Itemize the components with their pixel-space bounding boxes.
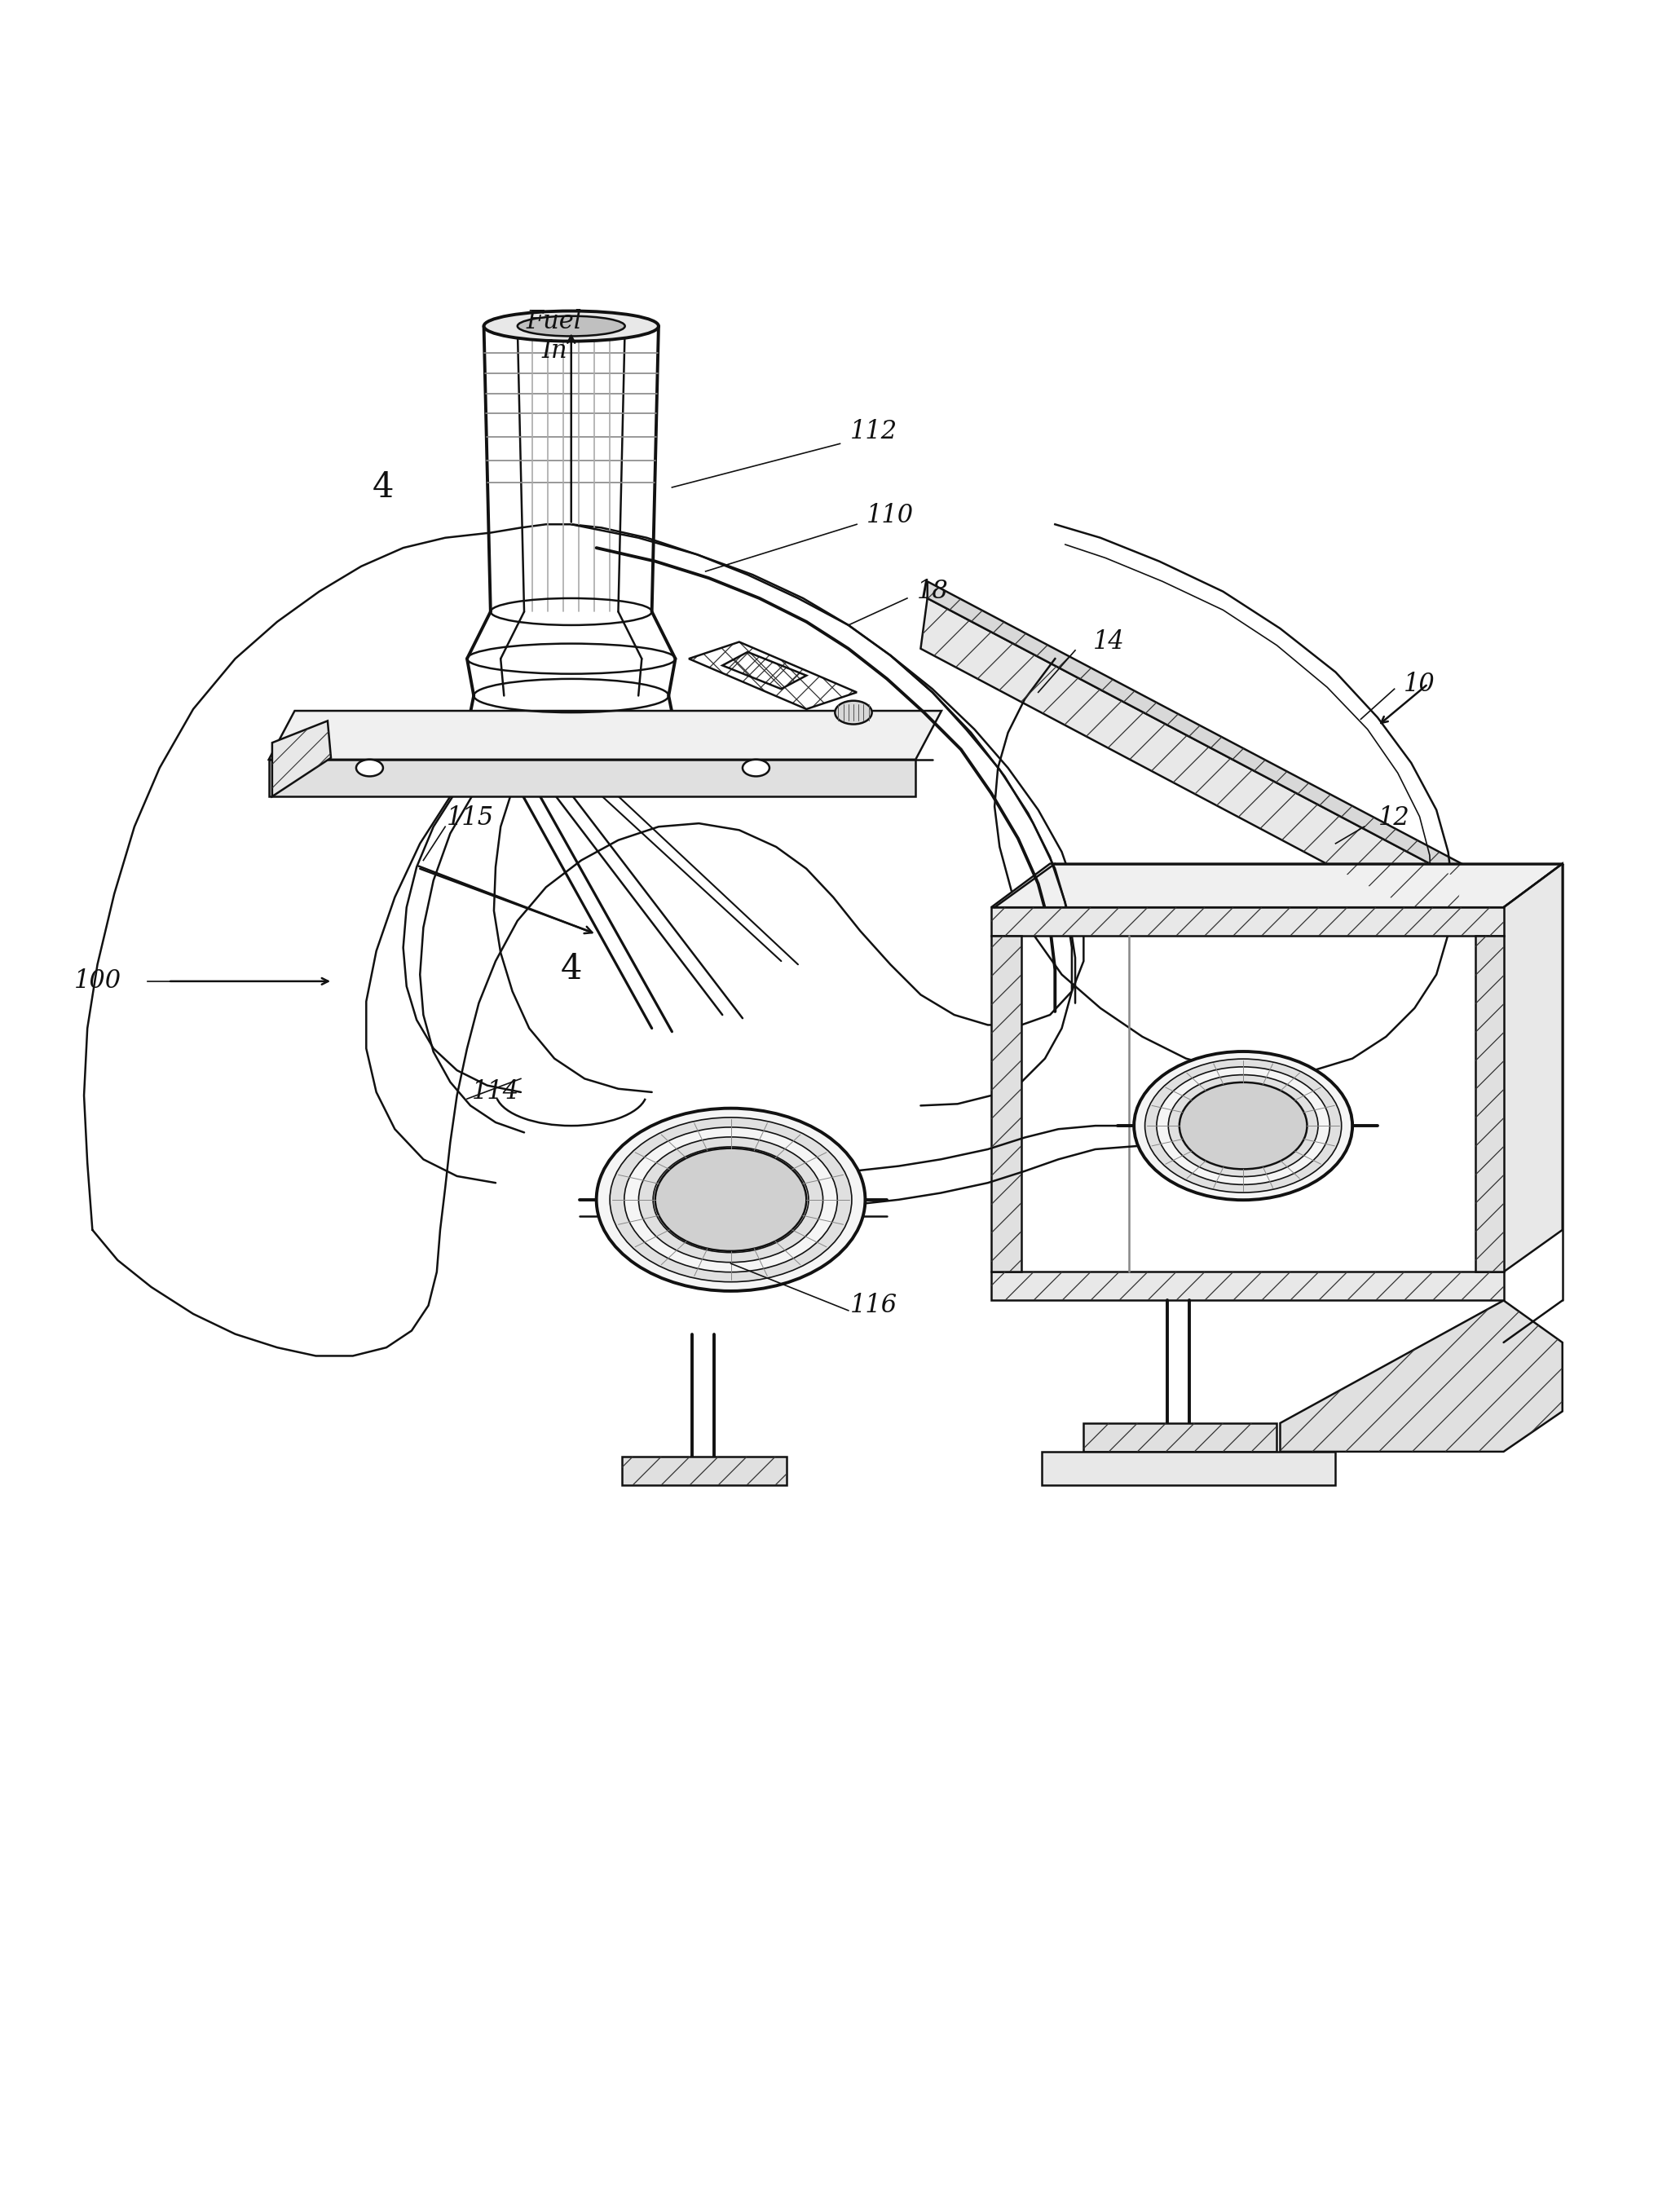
Ellipse shape <box>484 311 659 342</box>
Ellipse shape <box>1203 1098 1284 1152</box>
Polygon shape <box>991 863 1562 907</box>
Text: 10: 10 <box>1404 670 1435 697</box>
Text: 4: 4 <box>373 471 393 504</box>
Polygon shape <box>1280 1301 1562 1453</box>
Text: 112: 112 <box>850 418 897 445</box>
Ellipse shape <box>1226 1115 1260 1137</box>
Ellipse shape <box>682 1166 780 1234</box>
Text: 110: 110 <box>867 504 914 528</box>
Ellipse shape <box>743 760 769 776</box>
Polygon shape <box>269 760 916 798</box>
Text: 115: 115 <box>447 806 494 830</box>
Text: 116: 116 <box>850 1293 897 1319</box>
Ellipse shape <box>1179 1082 1307 1168</box>
Ellipse shape <box>1156 1067 1331 1185</box>
Ellipse shape <box>356 760 383 776</box>
Ellipse shape <box>1134 1052 1352 1201</box>
Polygon shape <box>84 524 1084 1356</box>
Text: 114: 114 <box>472 1080 519 1104</box>
Ellipse shape <box>596 1109 865 1290</box>
Polygon shape <box>1475 936 1504 1273</box>
Ellipse shape <box>1168 1076 1319 1177</box>
Polygon shape <box>991 1273 1504 1301</box>
Polygon shape <box>269 710 941 760</box>
Text: 14: 14 <box>1094 629 1124 655</box>
Ellipse shape <box>1191 1091 1295 1161</box>
Polygon shape <box>1084 1424 1277 1453</box>
Polygon shape <box>272 721 331 798</box>
Polygon shape <box>921 598 1462 931</box>
Polygon shape <box>1042 1453 1336 1485</box>
Ellipse shape <box>1144 1058 1341 1192</box>
Text: 12: 12 <box>1379 806 1410 830</box>
Ellipse shape <box>1215 1106 1272 1146</box>
Ellipse shape <box>696 1177 766 1223</box>
Polygon shape <box>1504 863 1562 1273</box>
Text: 4: 4 <box>561 953 581 986</box>
Text: 100: 100 <box>74 968 121 995</box>
Ellipse shape <box>711 1185 751 1214</box>
Polygon shape <box>991 936 1021 1273</box>
Ellipse shape <box>517 316 625 335</box>
Text: 18: 18 <box>917 578 948 605</box>
Polygon shape <box>991 907 1504 936</box>
Polygon shape <box>927 581 1462 881</box>
Ellipse shape <box>654 1146 808 1253</box>
Ellipse shape <box>638 1137 823 1262</box>
Polygon shape <box>622 1457 786 1485</box>
Ellipse shape <box>655 1148 806 1251</box>
Ellipse shape <box>610 1117 852 1282</box>
Ellipse shape <box>667 1157 795 1242</box>
Ellipse shape <box>625 1126 837 1273</box>
Ellipse shape <box>1179 1082 1307 1170</box>
Text: Fuel
In: Fuel In <box>526 309 583 364</box>
Ellipse shape <box>835 701 872 725</box>
